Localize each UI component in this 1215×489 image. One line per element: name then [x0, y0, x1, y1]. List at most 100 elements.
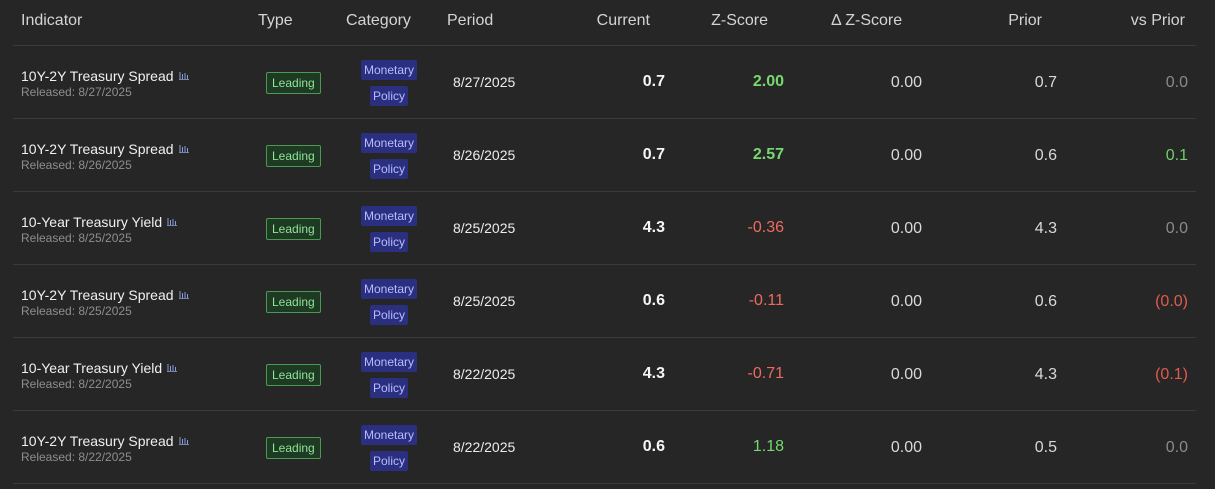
current-value: 0.7: [642, 146, 665, 163]
category-line-2: Policy: [369, 378, 408, 398]
released-date: Released: 8/26/2025: [21, 158, 132, 172]
delta-zscore-value: 0.00: [890, 147, 922, 164]
indicator-name[interactable]: 10-Year Treasury Yield: [21, 359, 178, 376]
type-badge: Leading: [266, 364, 321, 386]
category-line-2: Policy: [369, 305, 408, 325]
category-line-1: Monetary: [360, 60, 418, 80]
delta-zscore-value: 0.00: [890, 74, 922, 91]
column-header-delta-zscore[interactable]: Δ Z-Score: [831, 12, 903, 29]
released-date: Released: 8/22/2025: [21, 450, 132, 464]
table-header: Indicator Type Category Period Current Z…: [13, 0, 1196, 46]
delta-zscore-value: 0.00: [890, 220, 922, 237]
prior-value: 0.7: [1034, 74, 1057, 91]
zscore-value: -0.36: [747, 219, 784, 236]
indicator-name-text[interactable]: 10Y-2Y Treasury Spread: [21, 68, 174, 84]
current-value: 4.3: [642, 219, 665, 236]
type-badge: Leading: [266, 72, 321, 94]
indicator-name-text[interactable]: 10-Year Treasury Yield: [21, 360, 163, 376]
category-line-1: Monetary: [360, 279, 418, 299]
column-header-category[interactable]: Category: [346, 12, 411, 29]
zscore-value: -0.11: [748, 292, 784, 309]
indicators-table: Indicator Type Category Period Current Z…: [13, 0, 1196, 484]
released-date: Released: 8/22/2025: [21, 377, 132, 391]
category-badge: Monetary Policy: [359, 425, 419, 471]
vs-prior-value: 0.0: [1165, 220, 1188, 237]
column-header-zscore[interactable]: Z-Score: [711, 12, 768, 29]
released-date: Released: 8/27/2025: [21, 85, 132, 99]
category-line-1: Monetary: [360, 352, 418, 372]
indicator-name[interactable]: 10Y-2Y Treasury Spread: [21, 432, 189, 449]
bar-chart-icon[interactable]: [178, 140, 189, 156]
table-body: 10Y-2Y Treasury Spread Released: 8/27/202…: [13, 46, 1196, 484]
released-date: Released: 8/25/2025: [21, 231, 132, 245]
period-value: 8/26/2025: [453, 147, 516, 163]
category-line-2: Policy: [369, 159, 408, 179]
zscore-value: -0.71: [747, 365, 784, 382]
table-row[interactable]: 10-Year Treasury Yield Released: 8/22/202…: [13, 338, 1196, 411]
category-badge: Monetary Policy: [359, 60, 419, 106]
table-row[interactable]: 10Y-2Y Treasury Spread Released: 8/26/202…: [13, 119, 1196, 192]
period-value: 8/27/2025: [453, 74, 516, 90]
category-line-2: Policy: [369, 451, 408, 471]
current-value: 0.7: [642, 73, 665, 90]
indicator-name-text[interactable]: 10Y-2Y Treasury Spread: [21, 141, 174, 157]
type-badge: Leading: [266, 218, 321, 240]
bar-chart-icon[interactable]: [167, 213, 178, 229]
category-line-1: Monetary: [360, 206, 418, 226]
prior-value: 0.6: [1034, 293, 1057, 310]
column-header-current[interactable]: Current: [596, 12, 650, 29]
period-value: 8/25/2025: [453, 220, 516, 236]
period-value: 8/22/2025: [453, 439, 516, 455]
period-value: 8/25/2025: [453, 293, 516, 309]
indicator-name[interactable]: 10-Year Treasury Yield: [21, 213, 178, 230]
delta-zscore-value: 0.00: [890, 439, 922, 456]
column-header-prior[interactable]: Prior: [1008, 12, 1042, 29]
prior-value: 4.3: [1034, 220, 1057, 237]
table-row[interactable]: 10-Year Treasury Yield Released: 8/25/202…: [13, 192, 1196, 265]
column-header-period[interactable]: Period: [447, 12, 494, 29]
current-value: 0.6: [642, 438, 665, 455]
vs-prior-value: 0.0: [1165, 439, 1188, 456]
released-date: Released: 8/25/2025: [21, 304, 132, 318]
vs-prior-value: 0.0: [1165, 74, 1188, 91]
type-badge: Leading: [266, 145, 321, 167]
indicator-name[interactable]: 10Y-2Y Treasury Spread: [21, 67, 189, 84]
zscore-value: 1.18: [752, 438, 784, 455]
vs-prior-value: 0.1: [1165, 147, 1188, 164]
category-line-1: Monetary: [360, 133, 418, 153]
bar-chart-icon[interactable]: [178, 432, 189, 448]
current-value: 4.3: [642, 365, 665, 382]
indicator-name-text[interactable]: 10Y-2Y Treasury Spread: [21, 287, 174, 303]
table-row[interactable]: 10Y-2Y Treasury Spread Released: 8/25/202…: [13, 265, 1196, 338]
category-line-2: Policy: [369, 232, 408, 252]
column-header-vs-prior[interactable]: vs Prior: [1130, 12, 1185, 29]
zscore-value: 2.57: [752, 146, 784, 163]
type-badge: Leading: [266, 291, 321, 313]
category-badge: Monetary Policy: [359, 206, 419, 252]
category-badge: Monetary Policy: [359, 133, 419, 179]
table-row[interactable]: 10Y-2Y Treasury Spread Released: 8/22/202…: [13, 411, 1196, 484]
table-row[interactable]: 10Y-2Y Treasury Spread Released: 8/27/202…: [13, 46, 1196, 119]
prior-value: 0.5: [1034, 439, 1057, 456]
column-header-indicator[interactable]: Indicator: [21, 12, 83, 29]
bar-chart-icon[interactable]: [178, 67, 189, 83]
indicator-name-text[interactable]: 10Y-2Y Treasury Spread: [21, 433, 174, 449]
current-value: 0.6: [642, 292, 665, 309]
category-line-1: Monetary: [360, 425, 418, 445]
delta-zscore-value: 0.00: [890, 293, 922, 310]
indicator-name[interactable]: 10Y-2Y Treasury Spread: [21, 140, 189, 157]
bar-chart-icon[interactable]: [178, 286, 189, 302]
category-badge: Monetary Policy: [359, 352, 419, 398]
category-badge: Monetary Policy: [359, 279, 419, 325]
vs-prior-value: (0.1): [1155, 366, 1188, 383]
prior-value: 4.3: [1034, 366, 1057, 383]
type-badge: Leading: [266, 437, 321, 459]
vs-prior-value: (0.0): [1155, 293, 1188, 310]
column-header-type[interactable]: Type: [258, 12, 293, 29]
indicator-name[interactable]: 10Y-2Y Treasury Spread: [21, 286, 189, 303]
period-value: 8/22/2025: [453, 366, 516, 382]
delta-zscore-value: 0.00: [890, 366, 922, 383]
bar-chart-icon[interactable]: [167, 359, 178, 375]
zscore-value: 2.00: [752, 73, 784, 90]
indicator-name-text[interactable]: 10-Year Treasury Yield: [21, 214, 163, 230]
